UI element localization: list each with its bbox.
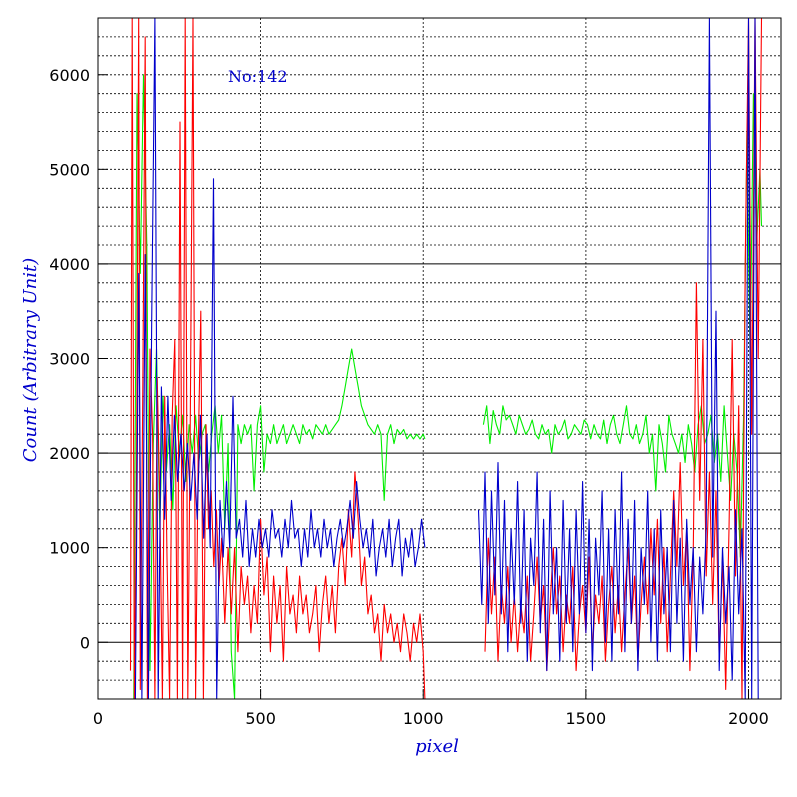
x-tick-label: 2000 [728, 709, 769, 728]
y-tick-label: 2000 [49, 444, 90, 463]
y-tick-label: 6000 [49, 66, 90, 85]
series-line-2 [131, 18, 425, 699]
x-tick-label: 1500 [565, 709, 606, 728]
y-tick-label: 3000 [49, 350, 90, 369]
x-tick-label: 0 [93, 709, 103, 728]
y-tick-label: 1000 [49, 539, 90, 558]
y-axis-title: Count (Arbitrary Unit) [20, 258, 41, 463]
x-tick-label: 1000 [403, 709, 444, 728]
y-tick-label: 4000 [49, 255, 90, 274]
chart-annotation: No:142 [228, 67, 288, 86]
y-tick-label: 5000 [49, 160, 90, 179]
x-tick-label: 500 [245, 709, 276, 728]
x-axis-title: pixel [415, 736, 459, 757]
y-tick-label: 0 [80, 633, 90, 652]
series-line-1 [483, 94, 761, 557]
